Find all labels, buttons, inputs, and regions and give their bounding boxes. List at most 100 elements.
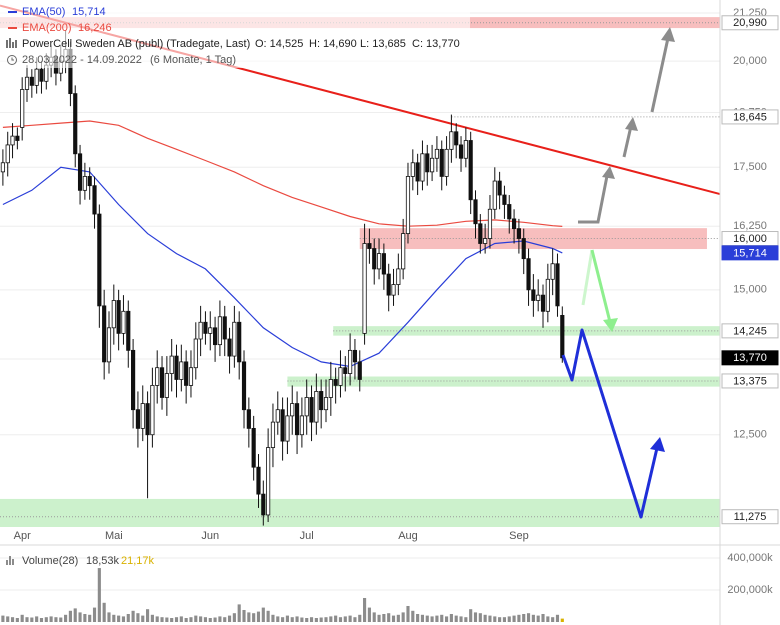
volume-bar — [213, 617, 217, 622]
candle-body — [434, 148, 440, 159]
candle-body — [111, 300, 116, 329]
legend-label: EMA(200) — [22, 22, 72, 34]
volume-bar — [237, 604, 241, 622]
quote-high: H: 14,690 — [309, 38, 357, 50]
volume-bar — [329, 616, 333, 622]
volume-icon — [6, 556, 14, 565]
volume-bar — [416, 613, 420, 622]
quote-open: O: 14,525 — [255, 38, 303, 50]
axis-label-box — [721, 245, 779, 261]
candle-body — [294, 403, 300, 436]
y-tick-label: 200,000k — [727, 584, 773, 596]
candle-body — [198, 321, 203, 340]
volume-bar — [502, 617, 507, 622]
volume-bar — [531, 614, 535, 622]
candle-body — [497, 180, 502, 196]
candle-body — [97, 213, 102, 307]
volume-ma: 18,53k — [86, 555, 120, 567]
candle-body — [531, 289, 536, 301]
candle-body — [516, 228, 521, 239]
candle-body — [439, 148, 444, 177]
candle-body — [227, 338, 232, 357]
candle-body — [135, 409, 141, 429]
volume-bar — [35, 616, 39, 622]
candle-body — [314, 391, 319, 423]
axis-label-box — [721, 509, 779, 525]
candle-icon — [6, 38, 17, 48]
volume-bar — [68, 610, 72, 622]
candle-body — [29, 76, 34, 86]
volume-bar — [473, 612, 478, 622]
volume-bar — [15, 617, 19, 622]
zone — [359, 228, 707, 250]
volume-bar — [396, 614, 400, 622]
volume-bar — [39, 617, 44, 622]
candle-body — [304, 397, 309, 417]
volume-bar — [10, 617, 15, 622]
volume-bar — [551, 617, 555, 622]
candle-body — [275, 409, 280, 423]
x-tick-label: Mai — [105, 530, 123, 542]
volume-bar — [372, 612, 376, 622]
volume-bar — [189, 617, 193, 622]
volume-bar — [194, 615, 198, 622]
axis-label: 15,714 — [733, 247, 767, 259]
x-tick-label: Apr — [14, 530, 31, 542]
volume-bar — [88, 614, 92, 622]
volume-bar — [334, 615, 338, 622]
volume-bar — [522, 613, 526, 622]
volume-bar — [131, 610, 135, 622]
volume-bar — [488, 615, 492, 622]
volume-bar — [358, 614, 362, 622]
candle-body — [73, 93, 78, 155]
clock-hands — [11, 57, 14, 61]
candle-body — [241, 361, 247, 411]
candle-body — [381, 253, 386, 275]
volume-bar — [464, 617, 468, 622]
candle-body — [458, 144, 464, 159]
volume-bar — [59, 617, 63, 622]
arrow — [650, 37, 670, 113]
volume-bar — [517, 614, 521, 622]
axis-label: 16,000 — [733, 233, 767, 245]
arrow-head — [625, 117, 638, 131]
candle-body — [256, 466, 261, 495]
candle-body — [193, 338, 198, 369]
candle-body — [463, 140, 468, 159]
volume-bar — [560, 618, 564, 622]
volume-bar — [242, 609, 246, 622]
candle-body — [92, 185, 97, 215]
candle-body — [338, 367, 343, 386]
axis-label-box — [721, 15, 779, 31]
volume-bar — [20, 614, 24, 622]
candle-body — [266, 447, 271, 516]
candle-body — [169, 355, 174, 374]
y-tick-label: 20,000 — [733, 55, 767, 67]
volume-bar — [309, 617, 314, 622]
candle-body — [251, 428, 256, 468]
volume-bar — [271, 614, 275, 622]
candle-body — [555, 263, 560, 307]
arrow — [561, 328, 659, 519]
volume-bar — [6, 616, 10, 622]
candle-body — [237, 321, 242, 363]
volume-bar — [512, 615, 516, 622]
volume-bar — [377, 614, 381, 622]
candle-body — [367, 243, 372, 249]
volume-last: 21,17k — [121, 555, 155, 567]
volume-bar — [136, 613, 140, 622]
volume-bar — [290, 617, 294, 622]
candle-body — [285, 415, 290, 442]
candle-body — [34, 68, 39, 86]
volume-bar — [83, 613, 87, 622]
volume-bar — [507, 616, 511, 622]
candle-body — [362, 243, 367, 334]
y-tick-label: 12,500 — [733, 429, 767, 441]
volume-bar — [227, 615, 232, 622]
volume-bar — [117, 615, 121, 622]
volume-bar — [401, 612, 405, 622]
volume-bar — [199, 616, 203, 622]
candle-body — [131, 349, 136, 411]
candle-body — [401, 233, 406, 270]
